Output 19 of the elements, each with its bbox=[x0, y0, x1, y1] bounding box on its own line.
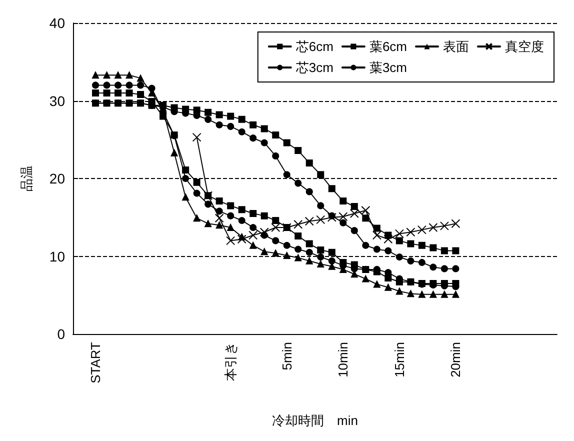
legend-label: 芯3cm bbox=[294, 60, 334, 75]
y-axis-title: 品温 bbox=[19, 166, 34, 192]
y-tick-label: 40 bbox=[49, 15, 66, 31]
x-tick-label: START bbox=[88, 342, 104, 384]
y-tick-label: 10 bbox=[49, 248, 66, 264]
x-tick-label: 15min bbox=[392, 342, 407, 378]
x-tick-label: 5min bbox=[279, 342, 294, 370]
legend-label: 表面 bbox=[443, 39, 469, 54]
x-tick-label: 10min bbox=[336, 342, 351, 378]
y-tick-label: 0 bbox=[57, 326, 66, 342]
x-tick-label: 本引き bbox=[223, 342, 238, 381]
legend-label: 葉3cm bbox=[369, 60, 408, 75]
legend-label: 葉6cm bbox=[369, 39, 408, 54]
y-tick-label: 20 bbox=[49, 170, 66, 186]
y-tick-label: 30 bbox=[49, 92, 66, 109]
legend-label: 芯6cm bbox=[294, 39, 334, 54]
legend-label: 真空度 bbox=[505, 39, 544, 54]
x-axis-title: 冷却時間 min bbox=[272, 413, 358, 428]
x-tick-label: 20min bbox=[448, 342, 464, 378]
